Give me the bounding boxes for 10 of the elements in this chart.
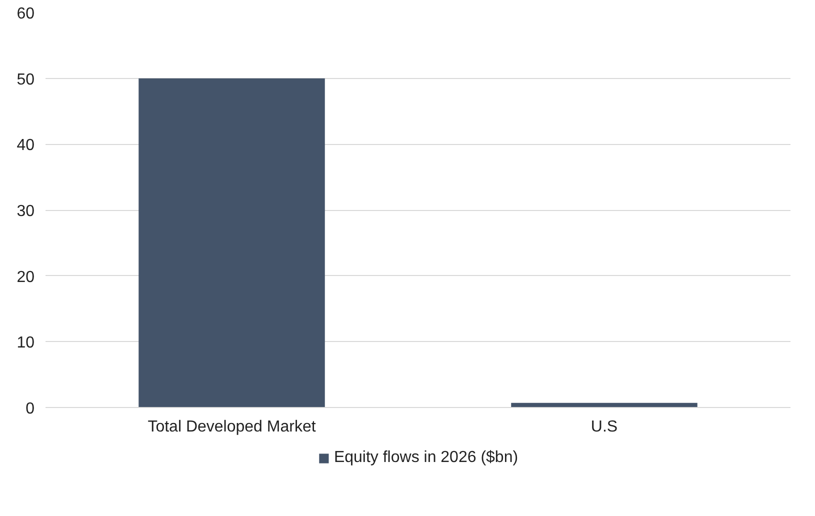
y-tick-label: 10	[16, 334, 35, 352]
y-tick-label: 20	[16, 268, 35, 286]
y-tick-label: 30	[16, 203, 35, 220]
legend-label: Equity flows in 2026 ($bn)	[334, 449, 518, 467]
y-tick-label: 50	[16, 71, 35, 88]
y-tick-label: 60	[16, 6, 35, 22]
y-tick-label: 0	[26, 400, 35, 418]
x-tick-label: U.S	[590, 418, 618, 436]
x-tick-label: Total Developed Market	[148, 418, 316, 436]
y-tick-label: 40	[16, 137, 35, 154]
